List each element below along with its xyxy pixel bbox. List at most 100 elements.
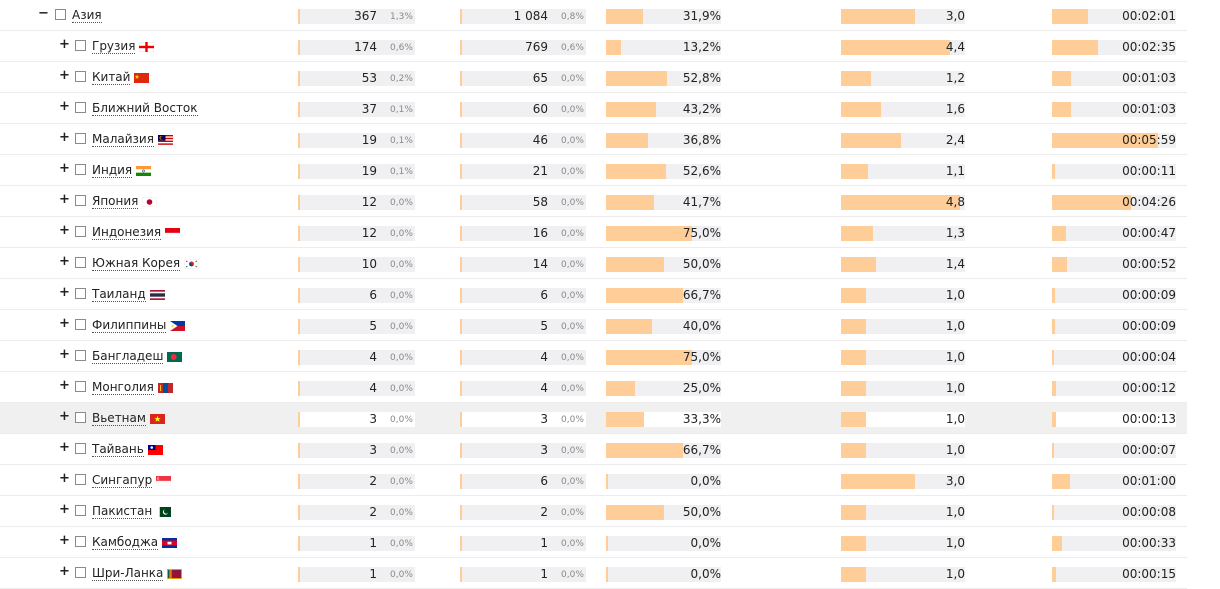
pageviews-percent: 0,0% [561, 539, 584, 549]
bounce-bar-track [606, 40, 721, 55]
expand-toggle[interactable]: + [59, 130, 70, 145]
table-row[interactable]: + Камбоджа 1 0,0% 1 0,0% 0,0% 1,0 00:00:33 [0, 527, 1187, 558]
region-name-link[interactable]: Япония [92, 194, 139, 209]
expand-toggle[interactable]: + [59, 254, 70, 269]
region-name-link[interactable]: Грузия [92, 39, 136, 54]
region-name-link[interactable]: Филиппины [92, 318, 167, 333]
time-bar-fill [1052, 381, 1056, 396]
expand-toggle[interactable]: + [59, 99, 70, 114]
expand-toggle[interactable]: + [59, 409, 70, 424]
pageviews-value: 6 [540, 474, 548, 488]
visits-bar-track [298, 257, 415, 272]
region-name-link[interactable]: Монголия [92, 380, 154, 395]
row-checkbox[interactable] [75, 505, 86, 516]
bounce-bar-fill [606, 474, 608, 489]
table-row[interactable]: + Южная Корея 10 0,0% 14 0,0% 50,0% 1,4 00:00:52 [0, 248, 1187, 279]
pageviews-value: 60 [532, 102, 548, 116]
row-checkbox[interactable] [75, 288, 86, 299]
expand-toggle[interactable]: + [59, 440, 70, 455]
row-checkbox[interactable] [55, 9, 66, 20]
time-bar-fill [1052, 505, 1054, 520]
collapse-toggle[interactable]: − [38, 6, 49, 21]
row-checkbox[interactable] [75, 226, 86, 237]
table-row[interactable]: + Япония 12 0,0% 58 0,0% 41,7% 4,8 00:04:26 [0, 186, 1187, 217]
expand-toggle[interactable]: + [59, 223, 70, 238]
row-checkbox[interactable] [75, 71, 86, 82]
row-checkbox[interactable] [75, 536, 86, 547]
pageviews-percent: 0,0% [561, 136, 584, 146]
table-row[interactable]: + Индонезия 12 0,0% 16 0,0% 75,0% 1,3 00:00:47 [0, 217, 1187, 248]
region-name-link[interactable]: Вьетнам [92, 411, 146, 426]
row-checkbox[interactable] [75, 412, 86, 423]
region-name-link[interactable]: Сингапур [92, 473, 153, 488]
table-row[interactable]: + Шри-Ланка 1 0,0% 1 0,0% 0,0% 1,0 00:00:15 [0, 558, 1187, 589]
table-row[interactable]: + Индия 19 0,1% 21 0,0% 52,6% 1,1 00:00:11 [0, 155, 1187, 186]
expand-toggle[interactable]: + [59, 471, 70, 486]
table-row[interactable]: + Сингапур 2 0,0% 6 0,0% 0,0% 3,0 00:01:00 [0, 465, 1187, 496]
region-name-link[interactable]: Китай [92, 70, 131, 85]
expand-toggle[interactable]: + [59, 161, 70, 176]
row-checkbox[interactable] [75, 350, 86, 361]
depth-bar-track [841, 133, 965, 148]
depth-bar-track [841, 443, 965, 458]
expand-toggle[interactable]: + [59, 564, 70, 579]
table-row[interactable]: + Бангладеш 4 0,0% 4 0,0% 75,0% 1,0 00:00:04 [0, 341, 1187, 372]
expand-toggle[interactable]: + [59, 502, 70, 517]
depth-bar-fill [841, 195, 960, 210]
region-name-link[interactable]: Шри-Ланка [92, 566, 164, 581]
expand-toggle[interactable]: + [59, 68, 70, 83]
region-name-link[interactable]: Пакистан [92, 504, 153, 519]
expand-toggle[interactable]: + [59, 316, 70, 331]
depth-value: 1,0 [945, 505, 965, 519]
row-checkbox[interactable] [75, 102, 86, 113]
region-name-link[interactable]: Малайзия [92, 132, 154, 147]
region-name-link[interactable]: Тайвань [92, 442, 144, 457]
visits-bar-fill [298, 133, 300, 148]
table-row[interactable]: + Таиланд 6 0,0% 6 0,0% 66,7% 1,0 00:00:09 [0, 279, 1187, 310]
views-bar-track [460, 9, 586, 24]
row-checkbox[interactable] [75, 319, 86, 330]
time-on-site-value: 00:02:01 [1122, 9, 1176, 23]
table-row[interactable]: + Вьетнам 3 0,0% 3 0,0% 33,3% 1,0 00:00:13 [0, 403, 1187, 434]
region-name-link[interactable]: Индия [92, 163, 133, 178]
table-row[interactable]: + Монголия 4 0,0% 4 0,0% 25,0% 1,0 00:00:12 [0, 372, 1187, 403]
table-row[interactable]: + Пакистан 2 0,0% 2 0,0% 50,0% 1,0 00:00:08 [0, 496, 1187, 527]
row-checkbox[interactable] [75, 257, 86, 268]
expand-toggle[interactable]: + [59, 192, 70, 207]
table-row[interactable]: + Тайвань 3 0,0% 3 0,0% 66,7% 1,0 00:00:07 [0, 434, 1187, 465]
row-checkbox[interactable] [75, 195, 86, 206]
visits-percent: 0,6% [390, 43, 413, 53]
table-row[interactable]: + Китай 53 0,2% 65 0,0% 52,8% 1,2 00:01:03 [0, 62, 1187, 93]
visits-bar-fill [298, 350, 300, 365]
row-checkbox[interactable] [75, 40, 86, 51]
pageviews-value: 4 [540, 350, 548, 364]
region-name-link[interactable]: Таиланд [92, 287, 146, 302]
expand-toggle[interactable]: + [59, 285, 70, 300]
flag-korea-icon [183, 258, 200, 270]
table-row[interactable]: + Филиппины 5 0,0% 5 0,0% 40,0% 1,0 00:00:09 [0, 310, 1187, 341]
row-checkbox[interactable] [75, 164, 86, 175]
row-checkbox[interactable] [75, 381, 86, 392]
table-row[interactable]: + Малайзия 19 0,1% 46 0,0% 36,8% 2,4 00:05:59 [0, 124, 1187, 155]
region-name-link[interactable]: Индонезия [92, 225, 162, 240]
depth-bar-track [841, 40, 965, 55]
row-checkbox[interactable] [75, 474, 86, 485]
region-name-link[interactable]: Ближний Восток [92, 101, 198, 116]
bounce-bar-fill [606, 71, 667, 86]
region-name-link[interactable]: Азия [72, 8, 102, 23]
region-name-link[interactable]: Бангладеш [92, 349, 164, 364]
expand-toggle[interactable]: + [59, 37, 70, 52]
time-on-site-value: 00:01:03 [1122, 102, 1176, 116]
row-checkbox[interactable] [75, 133, 86, 144]
region-name-link[interactable]: Камбоджа [92, 535, 159, 550]
table-row[interactable]: + Ближний Восток 37 0,1% 60 0,0% 43,2% 1,6 00:01… [0, 93, 1187, 124]
expand-toggle[interactable]: + [59, 378, 70, 393]
row-checkbox[interactable] [75, 567, 86, 578]
row-checkbox[interactable] [75, 443, 86, 454]
depth-bar-fill [841, 102, 881, 117]
expand-toggle[interactable]: + [59, 533, 70, 548]
expand-toggle[interactable]: + [59, 347, 70, 362]
table-row[interactable]: − Азия 367 1,3% 1 084 0,8% 31,9% 3,0 00:02:01 [0, 0, 1187, 31]
table-row[interactable]: + Грузия 174 0,6% 769 0,6% 13,2% 4,4 00:02:35 [0, 31, 1187, 62]
region-name-link[interactable]: Южная Корея [92, 256, 181, 271]
